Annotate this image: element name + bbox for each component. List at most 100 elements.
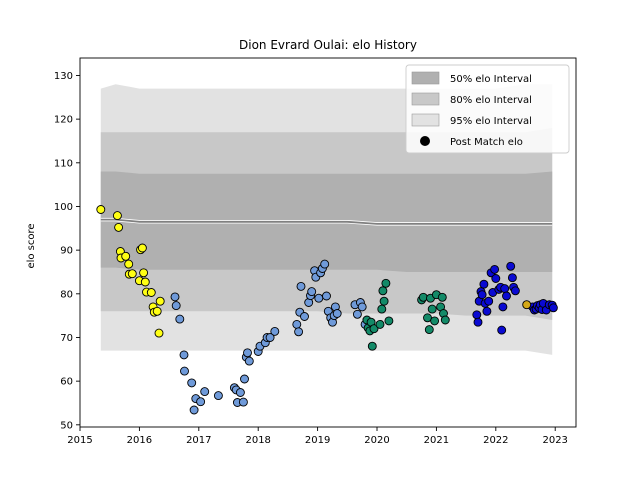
- data-point: [137, 243, 147, 253]
- y-tick-label: 100: [54, 202, 73, 213]
- y-tick-label: 120: [54, 115, 73, 126]
- data-point: [265, 333, 275, 342]
- x-tick-label: 2020: [364, 435, 389, 446]
- data-point: [238, 397, 248, 407]
- legend-label: Post Match elo: [450, 137, 523, 148]
- data-point: [477, 290, 487, 300]
- legend: 50% elo Interval 80% elo Interval 95% elo …: [405, 64, 570, 154]
- data-point: [377, 304, 387, 314]
- data-point: [235, 388, 245, 397]
- y-tick-label: 90: [60, 246, 73, 257]
- data-point: [200, 387, 210, 397]
- data-point: [112, 211, 122, 221]
- data-point: [300, 312, 309, 321]
- data-point: [491, 274, 501, 283]
- y-tick-label: 110: [54, 158, 73, 169]
- data-point: [155, 296, 165, 306]
- legend-label: 95% elo Interval: [450, 116, 532, 127]
- data-point: [146, 288, 156, 297]
- x-tick-label: 2023: [542, 435, 567, 446]
- data-point: [424, 325, 434, 335]
- data-point: [332, 309, 342, 318]
- data-point: [307, 287, 317, 297]
- data-point: [484, 296, 494, 306]
- data-point: [375, 319, 385, 329]
- data-point: [507, 273, 517, 283]
- data-point: [152, 306, 162, 316]
- x-tick-label: 2019: [305, 435, 330, 446]
- chart-title: Dion Evrard Oulai: elo History: [239, 38, 417, 52]
- data-point: [522, 300, 532, 310]
- data-point: [357, 302, 367, 312]
- data-point: [243, 348, 252, 358]
- data-point: [270, 326, 280, 336]
- data-point: [497, 325, 507, 335]
- x-tick-label: 2015: [67, 435, 92, 446]
- data-point: [124, 259, 134, 269]
- data-point: [506, 261, 516, 271]
- data-point: [418, 292, 428, 302]
- legend-swatch: [411, 92, 440, 106]
- y-tick-label: 60: [60, 377, 73, 388]
- data-point: [175, 314, 185, 324]
- legend-swatch: [411, 113, 440, 127]
- data-point: [473, 317, 483, 327]
- data-point: [472, 310, 482, 320]
- data-point: [170, 292, 180, 302]
- legend-marker: [420, 136, 430, 146]
- data-point: [213, 391, 223, 401]
- data-point: [240, 374, 249, 384]
- data-point: [384, 316, 394, 326]
- data-point: [430, 316, 440, 326]
- y-tick-label: 80: [60, 289, 73, 300]
- data-point: [482, 306, 492, 316]
- data-point: [427, 304, 437, 314]
- data-point: [367, 341, 377, 351]
- legend-label: 80% elo Interval: [450, 95, 532, 106]
- data-point: [244, 356, 254, 366]
- data-point: [500, 284, 510, 294]
- data-point: [140, 277, 150, 287]
- data-point: [314, 293, 324, 303]
- data-point: [378, 286, 388, 296]
- data-point: [296, 281, 306, 291]
- y-tick-label: 130: [54, 71, 73, 82]
- data-point: [187, 378, 197, 388]
- data-point: [114, 222, 124, 232]
- y-tick-label: 70: [60, 333, 73, 344]
- data-point: [379, 296, 389, 306]
- data-point: [196, 397, 206, 407]
- data-point: [294, 327, 304, 337]
- data-point: [352, 309, 362, 319]
- y-axis-label: elo score: [26, 223, 37, 268]
- data-point: [479, 279, 489, 289]
- data-point: [510, 286, 520, 296]
- data-point: [548, 303, 558, 313]
- y-tick-label: 50: [60, 420, 73, 431]
- legend-swatch: [411, 71, 440, 85]
- x-tick-label: 2022: [483, 435, 508, 446]
- data-point: [292, 319, 302, 329]
- x-tick-label: 2018: [245, 435, 270, 446]
- legend-box: [405, 64, 570, 154]
- data-point: [440, 315, 450, 325]
- data-point: [171, 301, 181, 311]
- data-point: [154, 328, 164, 338]
- data-point: [381, 278, 391, 288]
- data-point: [498, 302, 508, 312]
- data-point: [189, 405, 199, 415]
- data-point: [96, 205, 106, 214]
- data-point: [127, 269, 137, 279]
- axes-frame: [79, 57, 577, 428]
- x-tick-label: 2016: [127, 435, 152, 446]
- data-point: [139, 268, 149, 278]
- x-tick-label: 2017: [186, 435, 211, 446]
- data-point: [180, 366, 189, 376]
- data-point: [437, 292, 447, 302]
- x-tick-label: 2021: [424, 435, 449, 446]
- data-point: [502, 291, 511, 301]
- data-point: [179, 350, 189, 360]
- data-point: [490, 264, 500, 274]
- legend-label: 50% elo Interval: [450, 74, 532, 85]
